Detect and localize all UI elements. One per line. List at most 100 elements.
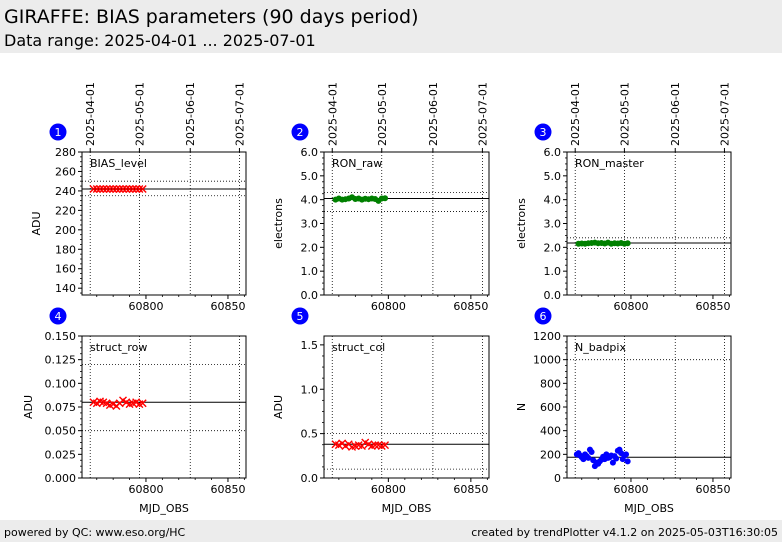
y-tick-label: 1.5 [301,339,319,352]
date-tick-label: 2025-06-01 [427,82,440,146]
panel-number-badge [534,123,552,141]
data-point [109,184,118,193]
y-tick-label: 5.0 [544,170,562,183]
x-tick-label: 60800 [128,483,163,496]
data-point [609,459,616,466]
y-tick-label: 1.0 [301,383,319,396]
data-point [588,448,595,455]
y-tick-label: 200 [55,224,76,237]
footer-created-by: created by trendPlotter v4.1.2 on 2025-0… [471,526,778,539]
data-point [382,195,389,202]
y-axis-label: ADU [272,395,285,419]
date-tick-label: 2025-07-01 [718,82,731,146]
y-tick-label: 6.0 [301,146,319,159]
y-tick-label: 600 [540,401,561,414]
data-point [585,454,592,461]
panel-number: 4 [55,310,62,323]
y-tick-label: 0.125 [45,354,77,367]
y-tick-label: 4.0 [301,194,319,207]
data-point [623,451,630,458]
date-tick-label: 2025-05-01 [133,82,146,146]
x-tick-label: 60800 [613,300,648,313]
x-tick-label: 60850 [695,483,730,496]
parameter-label: N_badpix [575,341,626,354]
chart-panel-3: 0.0 1.0 2.0 3.0 4.0 5.0 6.0 electrons 60800 60850… [515,82,732,313]
plot-frame [81,335,247,479]
y-tick-label: 280 [55,146,76,159]
plot-frame [566,151,732,296]
data-point [115,184,124,193]
panel-number-badge [49,123,67,141]
x-tick-label: 60850 [453,483,488,496]
data-point [92,184,101,193]
plot-frame [81,151,247,296]
data-point [132,184,141,193]
y-tick-label: 2.0 [301,241,319,254]
x-tick-label: 60850 [210,300,245,313]
chart-panel-5: 0.0 0.5 1.0 1.5 ADU 60800 60850 MJD_OBS struct_c… [272,307,490,515]
y-tick-label: 0.150 [45,330,77,343]
date-tick-label: 2025-06-01 [184,82,197,146]
panel-number: 6 [540,310,547,323]
panel-number-badge [291,123,309,141]
y-tick-label: 260 [55,165,76,178]
data-point [112,184,121,193]
y-tick-label: 0.5 [301,428,319,441]
chart-panel-4: 0.000 0.025 0.050 0.075 0.100 0.125 0.150 ADU 60… [22,307,247,515]
x-axis-label: MJD_OBS [624,502,674,515]
data-point [138,184,147,193]
data-point [138,399,147,408]
y-tick-label: 400 [540,425,561,438]
x-tick-label: 60800 [128,300,163,313]
y-tick-label: 0.050 [45,425,77,438]
y-tick-label: 0 [554,472,561,485]
data-point [105,184,114,193]
chart-panel-2: 0.0 1.0 2.0 3.0 4.0 5.0 6.0 electrons 60800 60850… [272,82,490,313]
y-tick-label: 1200 [533,330,561,343]
data-point [96,184,105,193]
date-tick-label: 2025-06-01 [669,82,682,146]
y-tick-label: 4.0 [544,194,562,207]
panel-number-badge [291,307,309,325]
page-title: GIRAFFE: BIAS parameters (90 days period… [4,6,419,28]
data-point [371,441,380,450]
x-tick-label: 60800 [371,483,406,496]
parameter-label: RON_master [575,157,644,170]
data-point [613,455,620,462]
date-tick-label: 2025-07-01 [476,82,489,146]
parameter-label: BIAS_level [90,157,147,170]
x-axis-label: MJD_OBS [139,502,189,515]
panel-number-badge [49,307,67,325]
data-range-subtitle: Data range: 2025-04-01 ... 2025-07-01 [4,31,316,50]
y-axis-label: ADU [30,211,43,235]
y-tick-label: 1.0 [301,265,319,278]
plot-frame [566,335,732,479]
y-tick-label: 2.0 [544,241,562,254]
date-tick-label: 2025-05-01 [618,82,631,146]
panel-number-badge [534,307,552,325]
date-tick-label: 2025-04-01 [84,82,97,146]
y-tick-label: 160 [55,263,76,276]
x-tick-label: 60850 [695,300,730,313]
panel-number: 5 [297,310,304,323]
data-point [119,184,127,193]
x-tick-label: 60800 [371,300,406,313]
date-tick-label: 2025-07-01 [233,82,246,146]
y-tick-label: 0.0 [301,289,319,302]
parameter-label: struct_col [332,341,385,354]
data-point [125,184,134,193]
date-tick-label: 2025-04-01 [326,82,339,146]
x-tick-label: 60850 [210,483,245,496]
y-tick-label: 0.075 [45,401,77,414]
panel-number: 3 [540,126,547,139]
y-tick-label: 180 [55,243,76,256]
data-point [99,184,108,193]
y-tick-label: 3.0 [544,218,562,231]
chart-panel-6: 0 200 400 600 800 1000 1200 N 60800 60850 MJD_OBS N… [515,307,732,515]
header-bar: GIRAFFE: BIAS parameters (90 days period… [0,0,782,53]
parameter-label: struct_row [90,341,147,354]
y-tick-label: 1000 [533,354,561,367]
y-tick-label: 0.100 [45,377,77,390]
y-tick-label: 220 [55,204,76,217]
